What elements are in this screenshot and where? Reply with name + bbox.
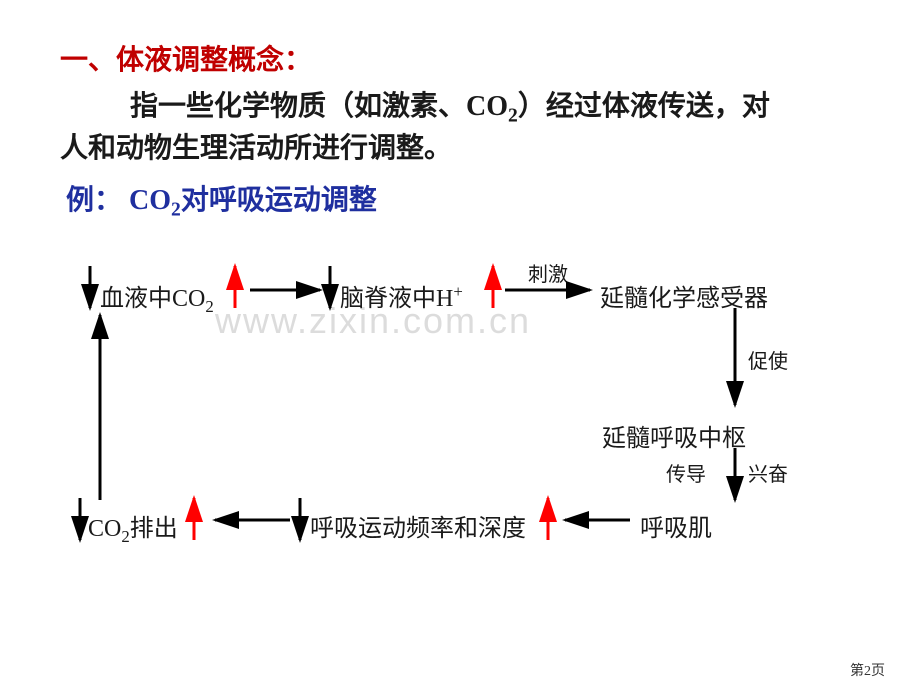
edge-label-conduct: 传导: [666, 458, 706, 487]
edge-label-excite: 兴奋: [748, 458, 788, 487]
node-respiratory-muscle: 呼吸肌: [640, 508, 712, 543]
node-chemoreceptor: 延髓化学感受器: [600, 278, 768, 313]
def-line1-pre: 指一些化学物质（如激素、: [130, 91, 466, 122]
definition-line-2: 人和动物生理活动所进行调整。: [60, 126, 452, 166]
node-csf-h: 脑脊液中H+: [340, 278, 463, 313]
edge-label-promote: 促使: [748, 345, 788, 374]
def-line1-co2: CO2: [466, 91, 518, 122]
example-text: CO2对呼吸运动调整: [122, 185, 377, 216]
example-heading: 例： CO2对呼吸运动调整: [66, 178, 377, 222]
example-prefix: 例：: [66, 185, 122, 216]
node-breathing-freq: 呼吸运动频率和深度: [310, 508, 526, 543]
node-respiratory-center: 延髓呼吸中枢: [602, 418, 746, 453]
node-blood-co2: 血液中CO2: [100, 278, 214, 317]
def-line1-post: ）经过体液传送，对: [518, 91, 770, 122]
page-number: 第2页: [850, 660, 885, 680]
section-heading: 一、体液调整概念：: [60, 38, 312, 78]
node-co2-output: CO2排出: [88, 508, 178, 547]
definition-line-1: 指一些化学物质（如激素、CO2）经过体液传送，对: [130, 84, 770, 128]
edge-label-stimulate: 刺激: [528, 258, 568, 287]
